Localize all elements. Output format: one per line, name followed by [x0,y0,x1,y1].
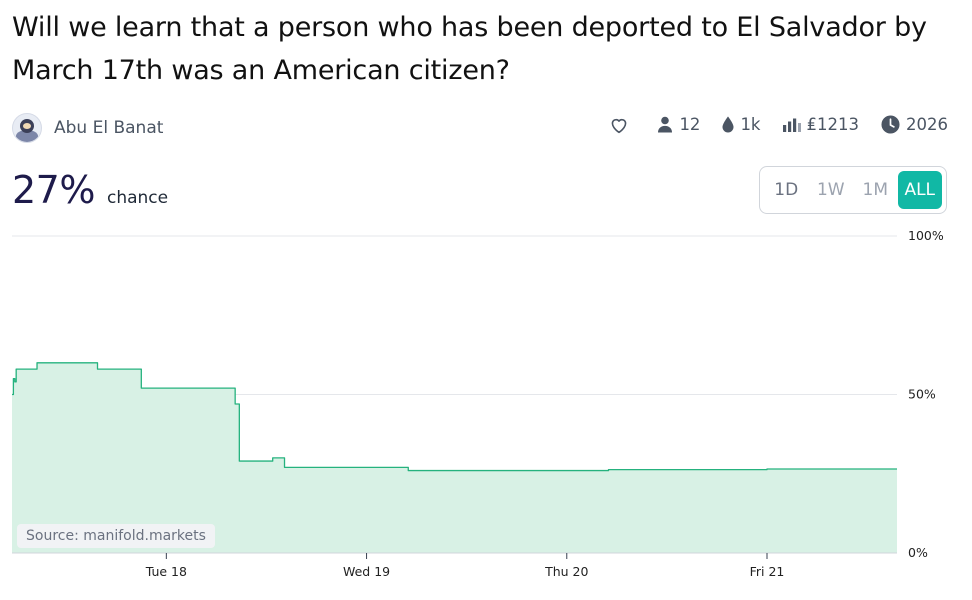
close-year: 2026 [906,115,948,134]
range-button-1m[interactable]: 1M [862,180,888,200]
clock-icon [881,115,900,134]
author-avatar[interactable] [12,113,42,143]
market-stats: 12 1k ₤1213 2026 [587,115,948,134]
range-button-all[interactable]: ALL [897,171,942,209]
source-label: Source: manifold.markets [17,524,215,548]
user-icon [658,116,673,133]
y-tick-label: 50% [908,387,936,402]
volume-value: 1k [740,115,761,134]
probability-chart[interactable]: 100% 50% 0% Tue 18 Wed 19 Thu 20 Fri 21 [0,228,972,600]
y-tick-label: 100% [908,228,944,243]
liquidity-value: ₤1213 [806,115,860,134]
close-date-stat[interactable]: 2026 [881,115,948,134]
x-tick-label: Wed 19 [343,564,390,579]
x-tick-label: Tue 18 [145,564,187,579]
droplet-icon [722,116,734,133]
author-row[interactable]: Abu El Banat [12,113,163,143]
x-tick-label: Thu 20 [544,564,588,579]
probability-line [12,362,897,472]
probability-label: chance [106,188,169,208]
range-button-1w[interactable]: 1W [816,180,845,200]
like-button[interactable] [609,116,635,134]
range-button-1d[interactable]: 1D [774,180,799,200]
probability-value: 27% [12,168,95,212]
x-tick-label: Fri 21 [750,564,785,579]
volume-stat[interactable]: 1k [722,115,761,134]
author-name[interactable]: Abu El Banat [54,118,164,138]
probability-display: 27% chance [12,168,168,212]
question-title: Will we learn that a person who has been… [12,12,927,86]
probability-area [12,362,897,553]
y-tick-label: 0% [908,545,928,560]
time-range-selector: 1D 1W 1M ALL [759,166,947,214]
bar-chart-icon [782,118,801,132]
traders-stat[interactable]: 12 [657,115,700,134]
traders-count: 12 [679,115,701,134]
heart-icon[interactable] [609,116,629,134]
liquidity-stat[interactable]: ₤1213 [782,115,860,134]
